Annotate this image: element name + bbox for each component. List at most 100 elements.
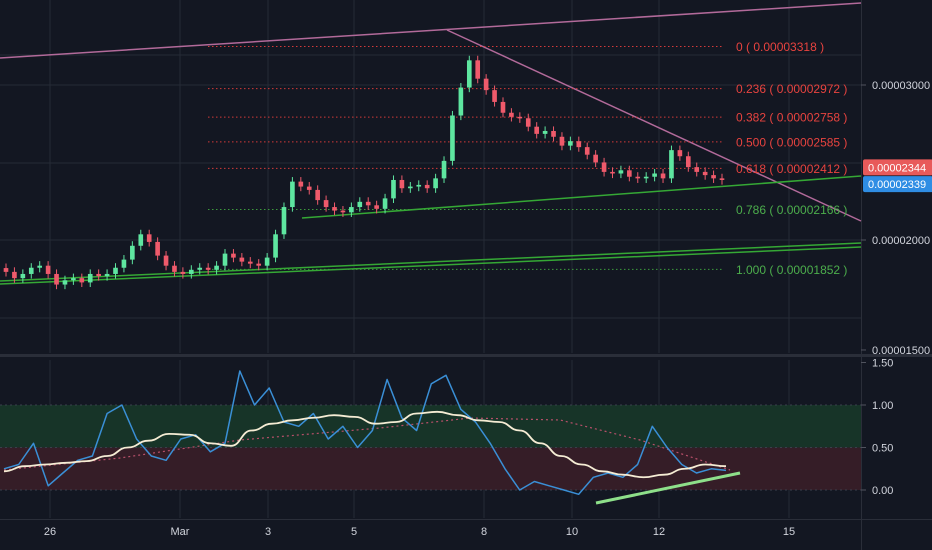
candle-body[interactable]	[79, 278, 85, 283]
candle-body[interactable]	[214, 265, 219, 270]
candle-body[interactable]	[306, 186, 312, 190]
candle-body[interactable]	[45, 265, 51, 274]
candle-body[interactable]	[3, 268, 9, 272]
candle-body[interactable]	[568, 141, 573, 146]
candle-body[interactable]	[197, 267, 203, 270]
lower-green-trendline-b[interactable]	[0, 246, 862, 285]
candle-body[interactable]	[71, 278, 76, 281]
current-price-tag[interactable]	[863, 159, 932, 176]
candle-body[interactable]	[458, 87, 464, 116]
osc-axis-label: 0.00	[872, 485, 893, 497]
candle-body[interactable]	[163, 255, 169, 266]
upper-pink-trendline[interactable]	[0, 2, 862, 59]
candle-body[interactable]	[357, 201, 363, 208]
candle-body[interactable]	[332, 207, 337, 211]
candle-body[interactable]	[87, 273, 93, 283]
candle-body[interactable]	[37, 265, 43, 268]
current-price-tag[interactable]	[863, 176, 932, 193]
candle-body[interactable]	[239, 257, 245, 262]
candle-body[interactable]	[121, 259, 127, 268]
candle-body[interactable]	[264, 257, 270, 266]
candle-body[interactable]	[450, 115, 455, 161]
candle-body[interactable]	[685, 156, 691, 168]
candle-body[interactable]	[298, 181, 304, 187]
candle-body[interactable]	[677, 150, 683, 157]
candle-body[interactable]	[466, 60, 472, 88]
candle-body[interactable]	[610, 171, 615, 174]
support-green-trendline[interactable]	[301, 175, 862, 219]
time-axis-label: 3	[265, 526, 271, 538]
candle-body[interactable]	[273, 234, 278, 258]
candle-body[interactable]	[96, 273, 101, 277]
candle-body[interactable]	[20, 273, 26, 279]
candle-body[interactable]	[365, 201, 371, 206]
candle-body[interactable]	[643, 176, 649, 179]
candle-body[interactable]	[492, 90, 497, 102]
candle-body[interactable]	[559, 136, 565, 146]
candle-body[interactable]	[669, 150, 674, 179]
osc-moving-average[interactable]	[3, 410, 727, 479]
candle-body[interactable]	[104, 273, 110, 277]
candle-body[interactable]	[711, 175, 716, 179]
candle-body[interactable]	[222, 253, 228, 266]
candle-body[interactable]	[618, 170, 624, 174]
candle-body[interactable]	[500, 101, 506, 113]
candle-body[interactable]	[593, 154, 598, 163]
price-axis-label: 0.00003000	[872, 80, 930, 92]
candle-body[interactable]	[247, 261, 253, 264]
candle-body[interactable]	[155, 241, 160, 256]
candle-body[interactable]	[702, 171, 708, 176]
candle-body[interactable]	[146, 234, 152, 242]
candle-body[interactable]	[12, 271, 17, 279]
candle-body[interactable]	[576, 141, 582, 148]
candle-body[interactable]	[416, 184, 422, 187]
candle-body[interactable]	[517, 116, 523, 119]
candle-body[interactable]	[475, 60, 481, 79]
candle-body[interactable]	[189, 269, 194, 274]
candle-body[interactable]	[635, 176, 641, 179]
osc-line[interactable]	[3, 370, 727, 496]
candle-body[interactable]	[408, 186, 413, 189]
candle-body[interactable]	[180, 271, 186, 274]
candle-body[interactable]	[315, 189, 320, 201]
candle-body[interactable]	[62, 280, 68, 285]
candle-body[interactable]	[719, 178, 725, 180]
descending-pink-trendline[interactable]	[446, 29, 862, 222]
candle-body[interactable]	[231, 253, 236, 258]
candle-body[interactable]	[660, 173, 666, 179]
candle-body[interactable]	[483, 78, 489, 91]
candle-body[interactable]	[349, 207, 354, 213]
candle-body[interactable]	[652, 173, 657, 177]
candle-body[interactable]	[441, 160, 447, 179]
candle-body[interactable]	[172, 265, 177, 272]
candle-body[interactable]	[130, 245, 135, 260]
lower-green-trendline-a[interactable]	[0, 242, 862, 282]
candle-body[interactable]	[509, 112, 514, 117]
bullish-divergence-line[interactable]	[595, 471, 741, 505]
candle-body[interactable]	[256, 263, 262, 266]
candle-body[interactable]	[424, 184, 430, 189]
candle-body[interactable]	[281, 207, 287, 235]
candle-body[interactable]	[205, 267, 211, 270]
candle-body[interactable]	[542, 130, 548, 134]
candle-body[interactable]	[391, 179, 396, 199]
candle-body[interactable]	[627, 170, 632, 177]
candle-body[interactable]	[28, 267, 34, 274]
candle-body[interactable]	[54, 273, 59, 285]
candle-body[interactable]	[584, 147, 590, 155]
candle-body[interactable]	[340, 210, 346, 213]
candle-body[interactable]	[551, 130, 556, 137]
candle-body[interactable]	[694, 167, 700, 172]
candle-body[interactable]	[374, 205, 379, 209]
candle-body[interactable]	[113, 267, 118, 274]
candle-body[interactable]	[138, 234, 144, 246]
candle-body[interactable]	[399, 179, 405, 189]
candle-body[interactable]	[382, 198, 388, 209]
candle-body[interactable]	[290, 181, 295, 208]
candle-body[interactable]	[601, 162, 607, 172]
candle-body[interactable]	[433, 178, 438, 189]
candle-body[interactable]	[323, 200, 329, 208]
candle-body[interactable]	[534, 126, 539, 134]
candle-body[interactable]	[525, 118, 531, 127]
